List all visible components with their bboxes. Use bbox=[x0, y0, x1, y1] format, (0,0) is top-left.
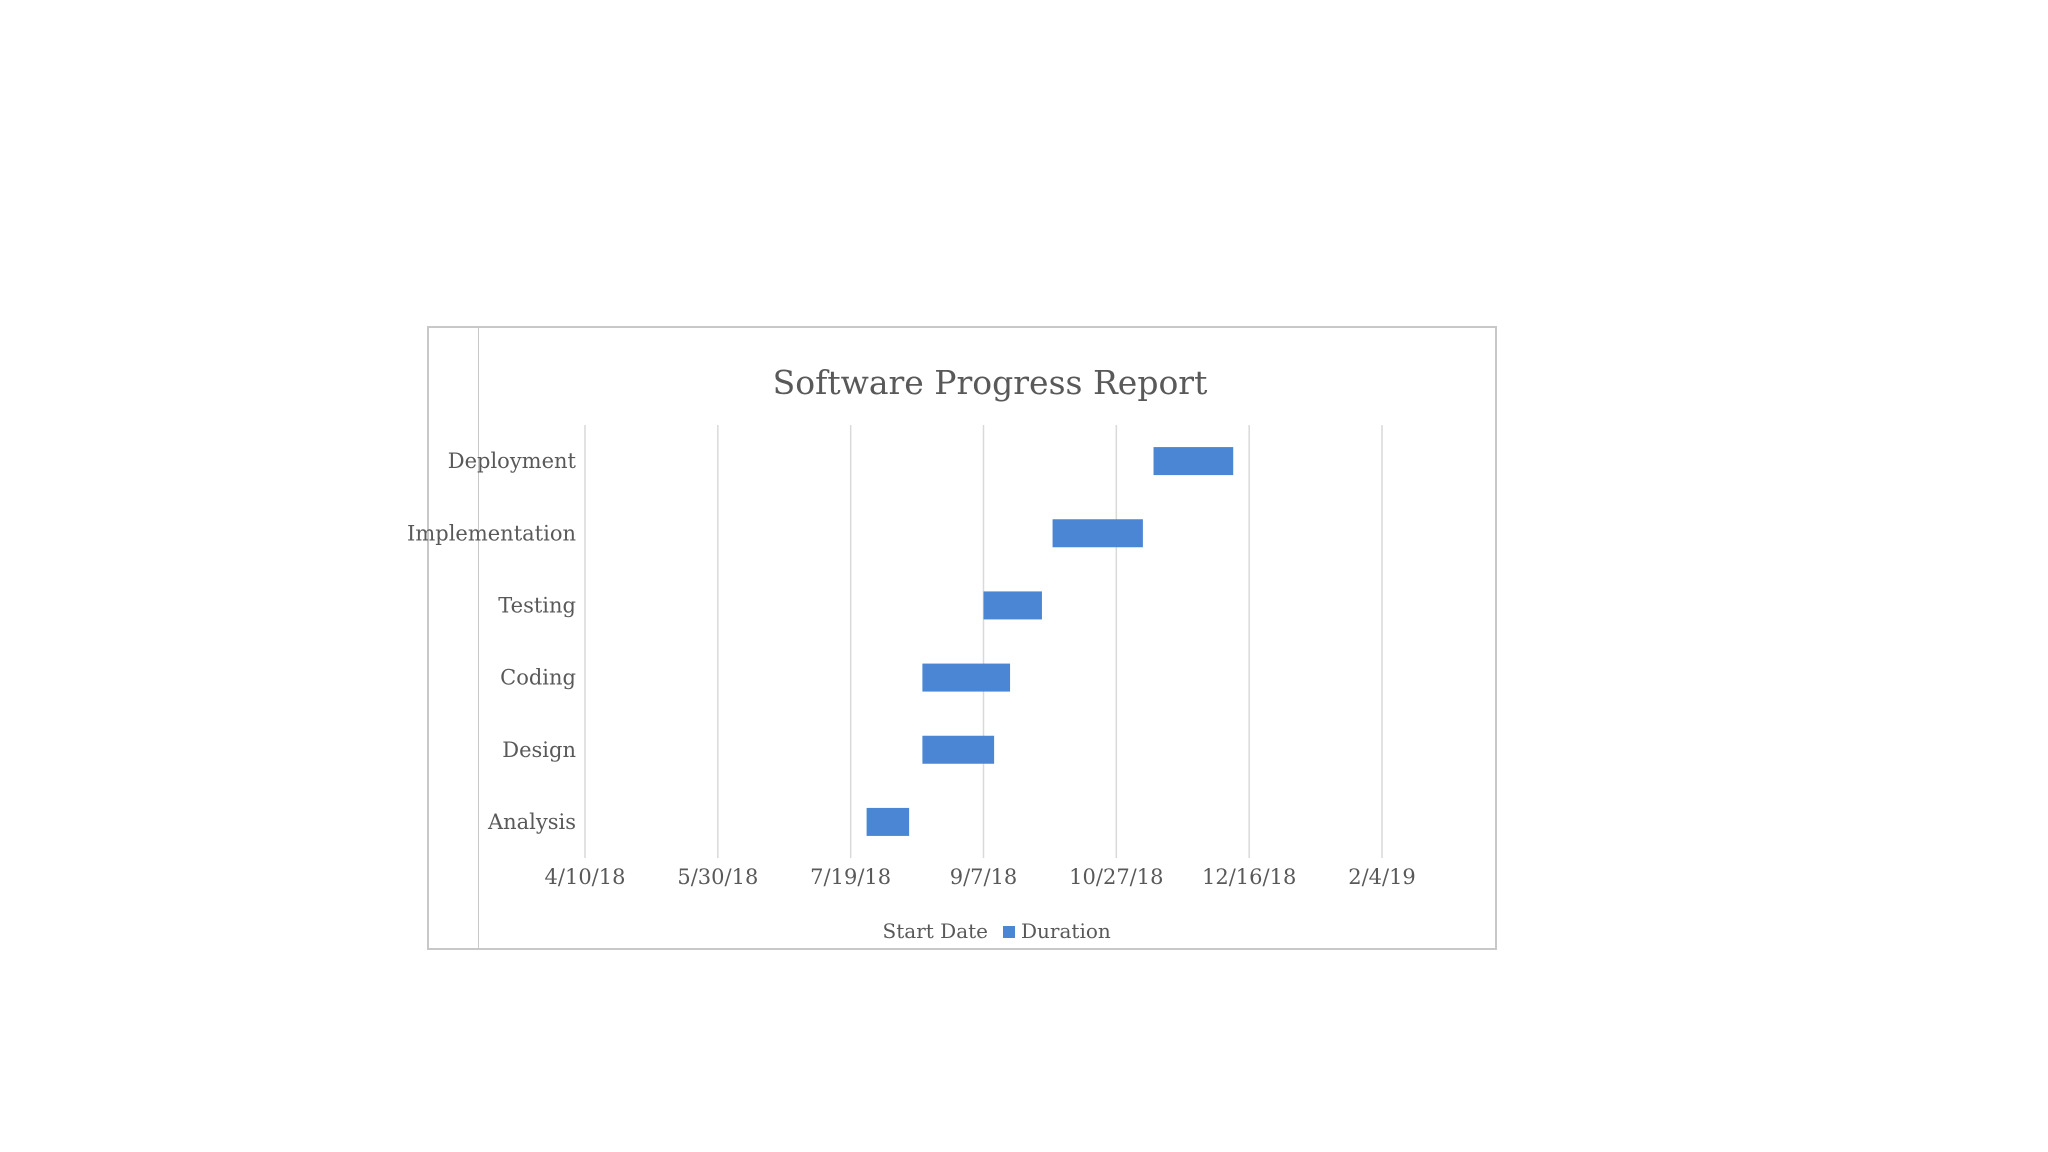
x-axis-ticks: 4/10/18 5/30/18 7/19/18 9/7/18 10/27/18 12/16… bbox=[545, 865, 1416, 889]
legend: Start Date Duration bbox=[883, 919, 1111, 943]
x-tick-label: 9/7/18 bbox=[950, 865, 1018, 889]
bar-duration-analysis bbox=[866, 807, 910, 836]
x-tick-label: 2/4/19 bbox=[1348, 865, 1416, 889]
bar-duration-testing bbox=[983, 591, 1042, 620]
chart-frame-divider bbox=[478, 328, 479, 948]
category-label-deployment: Deployment bbox=[448, 449, 577, 473]
legend-label-start-date: Start Date bbox=[883, 919, 988, 943]
bar-duration-deployment bbox=[1153, 447, 1234, 476]
bars bbox=[866, 447, 1234, 836]
bar-duration-coding bbox=[922, 663, 1011, 692]
category-label-testing: Testing bbox=[498, 593, 576, 617]
gridlines bbox=[584, 425, 1383, 858]
category-label-design: Design bbox=[502, 738, 576, 762]
chart-title: Software Progress Report bbox=[773, 363, 1208, 402]
x-tick-label: 4/10/18 bbox=[545, 865, 626, 889]
x-tick-label: 10/27/18 bbox=[1069, 865, 1163, 889]
x-tick-label: 12/16/18 bbox=[1202, 865, 1296, 889]
bar-duration-design bbox=[922, 735, 995, 764]
x-tick-label: 5/30/18 bbox=[677, 865, 758, 889]
category-label-coding: Coding bbox=[500, 666, 576, 690]
legend-label-duration: Duration bbox=[1021, 919, 1111, 943]
y-axis-categories: Analysis Design Coding Testing Implementatio… bbox=[407, 449, 576, 834]
category-label-implementation: Implementation bbox=[407, 521, 576, 545]
chart-frame bbox=[427, 326, 1497, 950]
bar-duration-implementation bbox=[1052, 519, 1143, 548]
legend-swatch-duration bbox=[1003, 926, 1015, 938]
x-tick-label: 7/19/18 bbox=[810, 865, 891, 889]
category-label-analysis: Analysis bbox=[487, 810, 576, 834]
